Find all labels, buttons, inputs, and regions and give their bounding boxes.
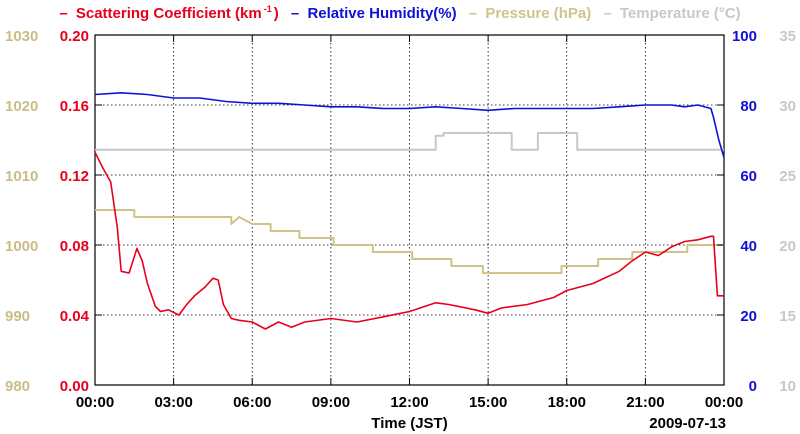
legend-pressure-dash: – [464,5,482,22]
y-tick-label-scattering: 0.00 [60,378,89,395]
legend-scattering-dash: – [59,5,72,22]
y-tick-label-temperature: 25 [779,168,796,185]
y-tick-label-pressure: 1020 [5,98,38,115]
legend-humidity: – Relative Humidity(%) [285,5,459,22]
y-tick-label-pressure: 1030 [5,28,38,45]
x-tick-label: 00:00 [76,394,114,411]
y-tick-label-humidity: 40 [740,238,757,255]
x-tick-label: 15:00 [469,394,507,411]
legend-scattering: – Scattering Coefficient (km -1) [57,4,280,22]
x-tick-label: 03:00 [154,394,192,411]
x-tick-label: 06:00 [233,394,271,411]
y-tick-label-humidity: 20 [740,308,757,325]
y-tick-label-temperature: 30 [779,98,796,115]
y-tick-label-temperature: 10 [779,378,796,395]
ticks [94,34,725,386]
series-line-humidity [94,92,725,158]
x-axis-title: Time (JST) [371,415,447,432]
y-tick-label-humidity: 60 [740,168,757,185]
y-tick-label-temperature: 35 [779,28,796,45]
y-tick-label-pressure: 990 [5,308,30,325]
y-tick-label-scattering: 0.04 [60,308,90,325]
y-tick-label-temperature: 20 [779,238,796,255]
legend-temperature-text: Temperature (°C) [619,5,741,22]
labels: 00:00 03:00 06:00 09:00 12:00 15:00 18:00 21:00… [5,28,796,432]
y-tick-label-pressure: 1010 [5,168,38,185]
legend-pressure: – Pressure (hPa) [463,5,594,22]
legend-scattering-text: Scattering Coefficient (km [75,5,262,22]
y-tick-label-pressure: 1000 [5,238,38,255]
date-label: 2009-07-13 [649,415,726,432]
y-tick-label-humidity: 80 [740,98,757,115]
series-line-temperature [95,132,724,151]
series-line-pressure [95,209,724,274]
y-tick-label-temperature: 15 [779,308,796,325]
legend-pressure-text: Pressure (hPa) [485,5,592,22]
y-tick-label-humidity: 0 [749,378,757,395]
y-tick-label-scattering: 0.20 [60,28,89,45]
series-group [94,92,725,330]
y-tick-label-scattering: 0.12 [60,168,89,185]
legend: – Scattering Coefficient (km -1) – Relati… [0,4,800,22]
grid [95,35,724,385]
x-tick-label: 12:00 [390,394,428,411]
legend-humidity-text: Relative Humidity(%) [307,5,457,22]
legend-scattering-suffix: ) [273,5,279,22]
y-tick-label-humidity: 100 [732,28,757,45]
legend-humidity-dash: – [286,5,304,22]
legend-temperature-dash: – [599,5,616,22]
legend-temperature: – Temperature (°C) [597,5,742,22]
legend-scattering-sup: -1 [263,4,272,14]
y-tick-label-scattering: 0.16 [60,98,89,115]
series-line-scattering [94,151,724,330]
x-tick-label: 00:00 [705,394,743,411]
y-tick-label-scattering: 0.08 [60,238,89,255]
x-tick-label: 21:00 [626,394,664,411]
x-tick-label: 09:00 [312,394,350,411]
x-tick-label: 18:00 [548,394,586,411]
y-tick-label-pressure: 980 [5,378,30,395]
